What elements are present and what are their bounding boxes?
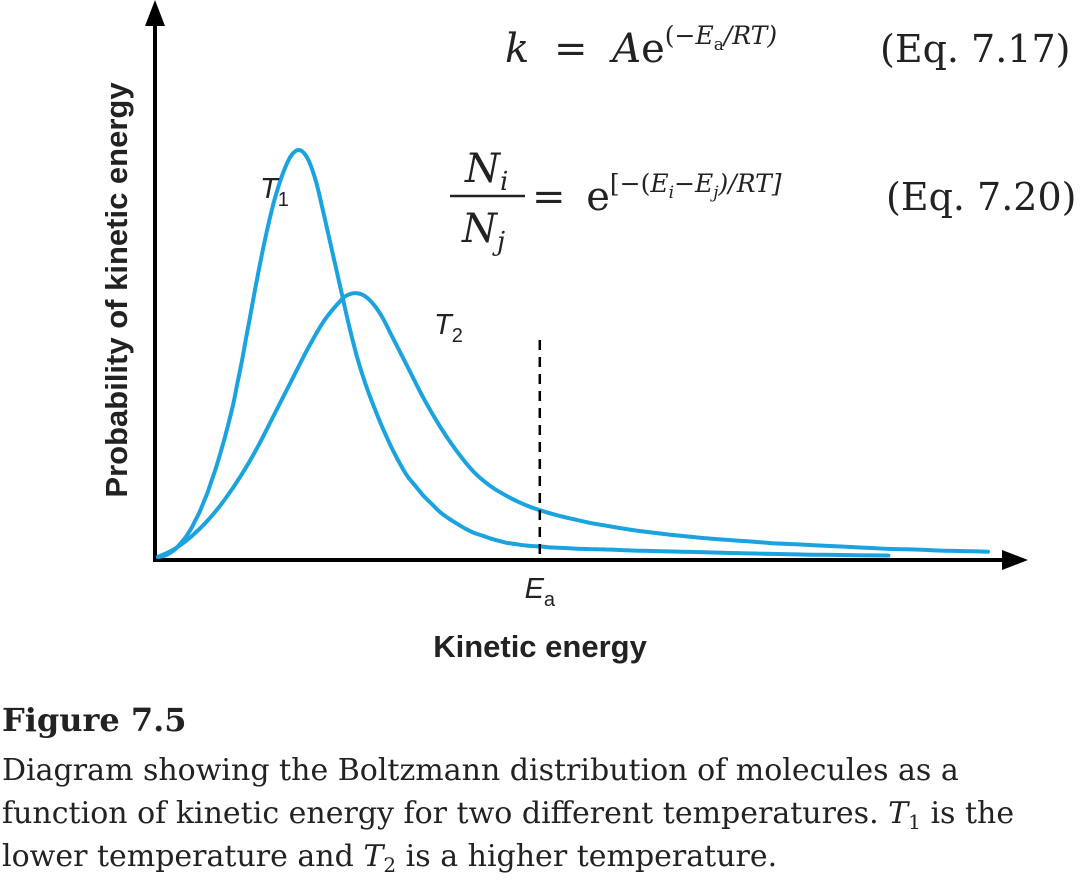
svg-text:Ni: Ni <box>464 146 508 197</box>
caption-line-1: Diagram showing the Boltzmann distributi… <box>2 753 959 788</box>
y-axis-arrow <box>145 0 165 26</box>
svg-text:k = Ae(−Ea/RT): k = Ae(−Ea/RT) <box>505 21 777 72</box>
caption-line-2: function of kinetic energy for two diffe… <box>2 796 1014 834</box>
activation-energy-label: Ea <box>525 573 556 611</box>
equation-7-20-ref: (Eq. 7.20) <box>886 175 1076 219</box>
caption-title: Figure 7.5 <box>2 701 187 739</box>
series-label-t2: T2 <box>434 309 463 347</box>
svg-text:Nj: Nj <box>461 206 505 257</box>
svg-text:= e[−(Ei−Ej)/RT]: = e[−(Ei−Ej)/RT] <box>532 169 782 220</box>
series-line-t1 <box>156 147 891 559</box>
figure-caption: Figure 7.5 Diagram showing the Boltzmann… <box>2 701 1014 877</box>
equation-7-17-ref: (Eq. 7.17) <box>880 27 1070 71</box>
y-axis-label: Probability of kinetic energy <box>99 82 134 498</box>
x-axis-arrow <box>1002 550 1028 570</box>
series-label-t1: T1 <box>260 173 289 211</box>
x-axis-label: Kinetic energy <box>433 629 647 664</box>
equation-7-17: k = Ae(−Ea/RT) (Eq. 7.17) <box>505 21 1070 72</box>
equation-7-20: Ni Nj = e[−(Ei−Ej)/RT] (Eq. 7.20) <box>450 146 1076 257</box>
series-line-t2 <box>156 291 990 559</box>
caption-line-3: lower temperature and T2 is a higher tem… <box>2 839 777 877</box>
